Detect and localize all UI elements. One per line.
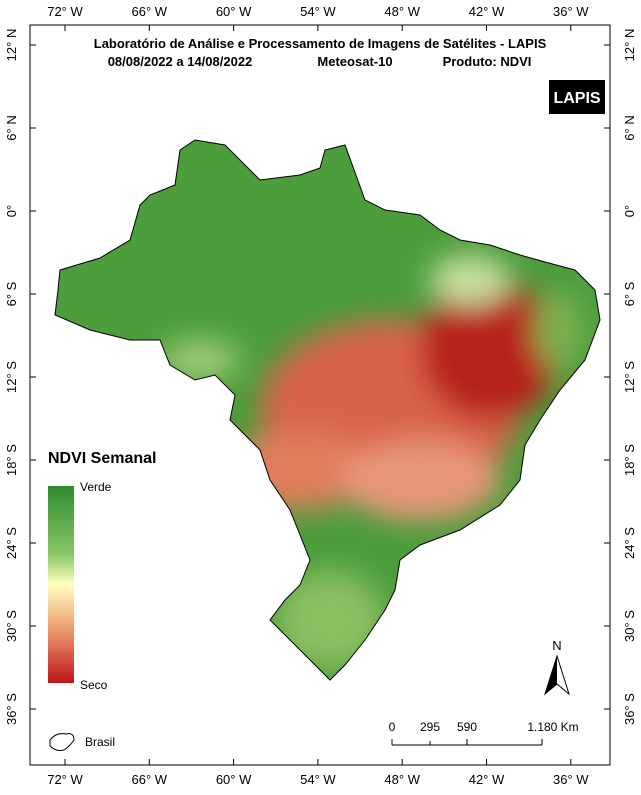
lon-label: 36° W <box>553 4 589 19</box>
scale-bar <box>391 739 543 746</box>
lat-label: 12° S <box>4 361 19 393</box>
logo-box <box>549 80 605 114</box>
colorbar <box>48 486 74 683</box>
lon-label: 60° W <box>216 4 252 19</box>
lat-label: 0° <box>622 205 637 217</box>
lon-label: 36° W <box>553 772 589 787</box>
lon-label: 42° W <box>469 4 505 19</box>
scale-label: 590 <box>457 720 477 734</box>
lat-label: 24° S <box>4 527 19 559</box>
lat-label: 30° S <box>4 610 19 642</box>
lon-label: 48° W <box>384 772 420 787</box>
lat-label: 12° N <box>622 29 637 62</box>
map-title: Laboratório de Análise e Processamento d… <box>94 36 547 51</box>
lat-label: 36° S <box>4 693 19 725</box>
scale-label: 295 <box>420 720 440 734</box>
lat-label: 18° S <box>622 444 637 476</box>
lat-label: 6° S <box>622 281 637 306</box>
north-arrow-fill <box>545 656 557 694</box>
product: Produto: NDVI <box>443 54 532 69</box>
lon-label: 72° W <box>47 4 83 19</box>
legend-bottom: Seco <box>80 678 108 692</box>
lat-label: 24° S <box>622 527 637 559</box>
lat-label: 6° N <box>622 115 637 140</box>
scale-label: 0 <box>389 720 396 734</box>
lat-label: 36° S <box>622 693 637 725</box>
area-icon <box>49 733 75 751</box>
logo: LAPIS <box>553 90 600 107</box>
lon-label: 66° W <box>132 772 168 787</box>
satellite: Meteosat-10 <box>317 54 392 69</box>
lat-label: 6° N <box>4 115 19 140</box>
north-label: N <box>552 638 561 653</box>
lat-label: 18° S <box>4 444 19 476</box>
legend-title: NDVI Semanal <box>48 450 156 467</box>
lat-label: 12° N <box>4 29 19 62</box>
area-label: Brasil <box>85 735 115 749</box>
lon-label: 72° W <box>47 772 83 787</box>
lat-label: 30° S <box>622 610 637 642</box>
lat-label: 6° S <box>4 281 19 306</box>
lon-label: 66° W <box>132 4 168 19</box>
lon-label: 48° W <box>384 4 420 19</box>
lat-label: 0° <box>4 205 19 217</box>
lon-label: 54° W <box>300 772 336 787</box>
legend-top: Verde <box>80 480 112 494</box>
lon-label: 42° W <box>469 772 505 787</box>
scale-label: 1.180 Km <box>527 720 578 734</box>
lon-label: 60° W <box>216 772 252 787</box>
period: 08/08/2022 a 14/08/2022 <box>108 54 253 69</box>
lat-label: 12° S <box>622 361 637 393</box>
lon-label: 54° W <box>300 4 336 19</box>
